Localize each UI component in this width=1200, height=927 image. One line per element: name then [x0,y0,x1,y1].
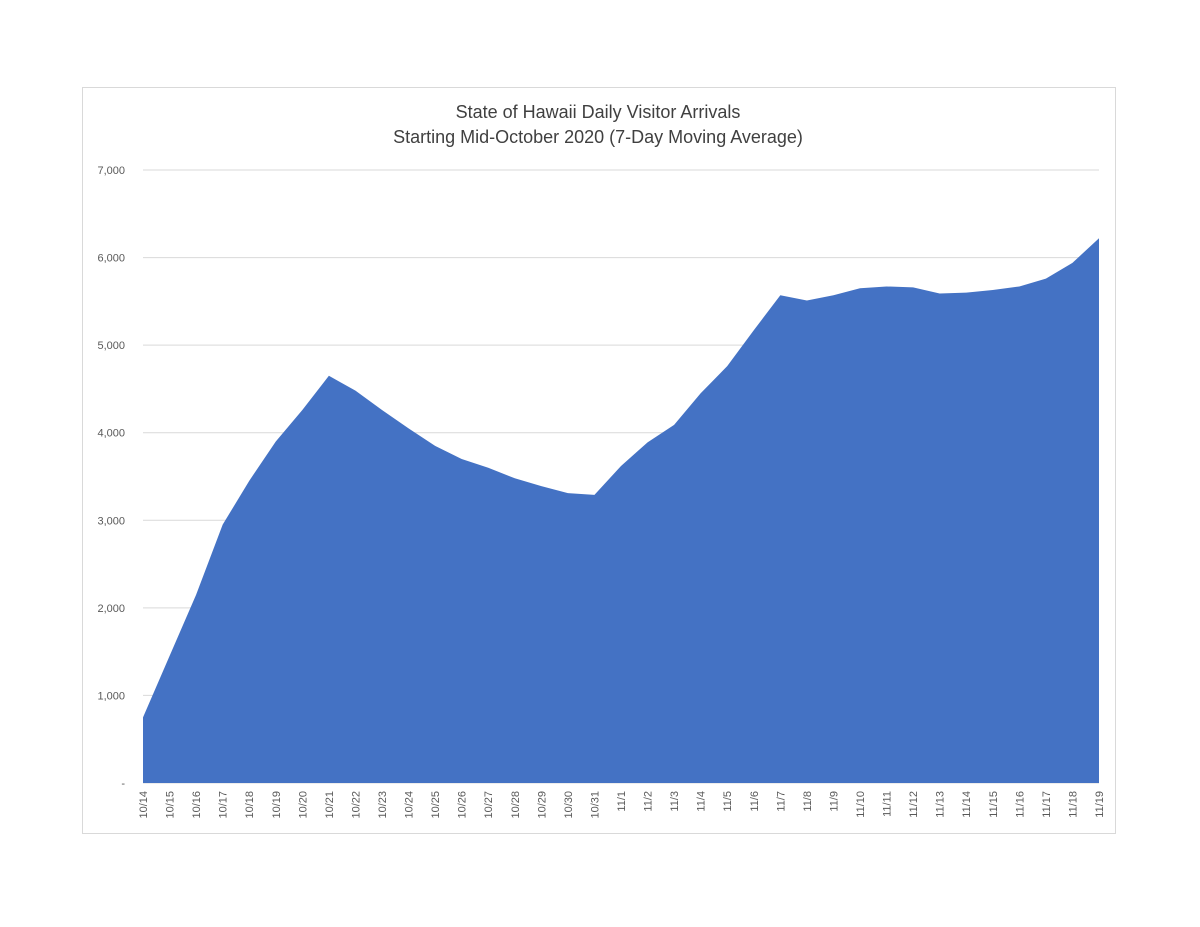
y-tick-label: 2,000 [97,603,125,615]
x-tick-label: 10/15 [165,791,177,819]
x-tick-label: 11/17 [1041,791,1053,818]
x-tick-label: 10/24 [404,791,416,819]
x-tick-label: 11/9 [828,791,840,812]
x-tick-label: 11/4 [696,791,708,812]
x-tick-label: 10/30 [563,791,575,819]
x-tick-label: 10/26 [457,791,469,819]
x-tick-label: 11/12 [908,791,920,818]
x-tick-label: 11/16 [1014,791,1026,818]
x-tick-label: 11/10 [855,791,867,818]
x-tick-label: 11/7 [775,791,787,812]
y-tick-label: 3,000 [97,515,125,527]
x-tick-label: 10/16 [191,791,203,819]
area [143,238,1099,783]
x-tick-label: 11/6 [749,791,761,812]
x-tick-label: 10/27 [483,791,495,819]
chart-title: State of Hawaii Daily Visitor Arrivals [456,102,741,122]
y-tick-label: 1,000 [97,690,125,702]
x-tick-label: 10/31 [589,791,601,819]
y-tick-label: 6,000 [97,253,125,265]
x-tick-label: 11/15 [988,791,1000,818]
chart-subtitle: Starting Mid-October 2020 (7-Day Moving … [393,127,803,147]
x-tick-label: 10/23 [377,791,389,819]
x-tick-label: 11/5 [722,791,734,812]
x-tick-label: 11/19 [1094,791,1106,818]
x-tick-label: 10/14 [138,791,150,819]
y-tick-label: - [121,778,125,790]
x-tick-label: 10/20 [297,791,309,819]
x-tick-label: 10/17 [218,791,230,819]
x-tick-label: 11/1 [616,791,628,812]
x-tick-label: 10/19 [271,791,283,819]
x-tick-label: 10/28 [510,791,522,819]
x-tick-label: 10/25 [430,791,442,819]
x-tick-label: 11/11 [882,791,894,817]
y-tick-label: 5,000 [97,340,125,352]
x-tick-label: 10/29 [536,791,548,819]
x-tick-label: 11/14 [961,791,973,818]
x-tick-label: 11/8 [802,791,814,812]
x-tick-label: 10/22 [350,791,362,819]
x-tick-label: 10/21 [324,791,336,819]
x-tick-label: 10/18 [244,791,256,819]
x-tick-label: 11/18 [1067,791,1079,818]
x-tick-label: 11/13 [935,791,947,818]
y-tick-label: 7,000 [97,165,125,177]
x-tick-label: 11/2 [643,791,655,812]
x-tick-label: 11/3 [669,791,681,812]
y-tick-label: 4,000 [97,428,125,440]
